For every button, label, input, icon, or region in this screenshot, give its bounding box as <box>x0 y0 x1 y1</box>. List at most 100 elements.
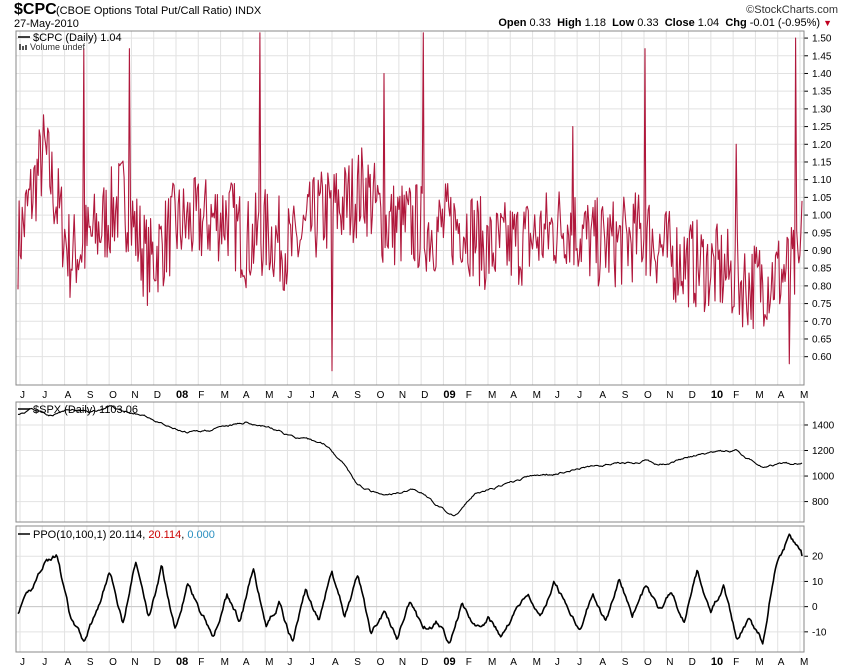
x-tick-label: N <box>399 390 406 401</box>
y-tick-label: 1.35 <box>812 87 832 98</box>
x-tick-label: A <box>243 657 250 668</box>
y-tick-label: 1.05 <box>812 193 832 204</box>
x-tick-label: O <box>644 657 652 668</box>
high-label: High <box>557 17 582 29</box>
cpc-legend-text: $CPC (Daily) 1.04 <box>33 32 122 44</box>
volume-icon <box>25 45 27 50</box>
x-tick-label: O <box>377 390 385 401</box>
x-tick-label: 08 <box>176 389 188 401</box>
chg-label: Chg <box>725 17 747 29</box>
x-tick-label: M <box>800 657 808 668</box>
x-tick-label: F <box>198 657 204 668</box>
x-tick-label: F <box>733 657 739 668</box>
y-tick-label: 1000 <box>812 472 835 483</box>
panel-frame <box>15 525 805 653</box>
x-tick-label: 08 <box>176 656 188 668</box>
low-value: 0.33 <box>637 17 659 29</box>
series-line <box>17 32 803 372</box>
close-value: 1.04 <box>697 17 720 29</box>
chart-date: 27-May-2010 <box>14 18 79 30</box>
y-tick-label: -10 <box>812 627 827 638</box>
ppo-hist-value: 0.000 <box>187 529 215 541</box>
x-tick-label: D <box>421 657 428 668</box>
x-tick-label: N <box>131 390 138 401</box>
x-tick-label: M <box>533 390 541 401</box>
x-tick-label: D <box>421 390 428 401</box>
panel-0: 1.50 1.45 1.40 1.35 1.30 1.25 1.20 1.15 1.10 1.05… <box>15 30 832 386</box>
y-tick-label: 800 <box>812 497 829 508</box>
y-tick-label: 1.45 <box>812 51 832 62</box>
x-tick-label: F <box>466 390 472 401</box>
ppo-value: PPO(10,100,1) 20.114, <box>33 529 148 541</box>
y-tick-label: 0.80 <box>812 281 832 292</box>
x-tick-label: M <box>488 657 496 668</box>
x-tick-label: J <box>555 657 560 668</box>
x-tick-label: S <box>354 657 361 668</box>
x-tick-label: F <box>198 390 204 401</box>
x-tick-label: J <box>577 657 582 668</box>
y-tick-label: 0.90 <box>812 246 832 257</box>
x-tick-label: D <box>689 390 696 401</box>
x-tick-label: O <box>109 390 117 401</box>
chg-value: -0.01 (-0.95%) <box>749 17 821 29</box>
x-tick-label: S <box>87 657 94 668</box>
y-tick-label: 20 <box>812 552 824 563</box>
y-tick-label: 0.75 <box>812 299 832 310</box>
x-tick-label: 09 <box>443 656 455 668</box>
x-tick-label: M <box>755 657 763 668</box>
symbol-name: (CBOE Options Total Put/Call Ratio) INDX <box>56 5 261 17</box>
x-tick-label: S <box>622 390 629 401</box>
stockcharts-logo[interactable]: ©StockCharts.com <box>746 4 838 16</box>
y-tick-label: 1.40 <box>812 69 832 80</box>
x-tick-label: J <box>20 657 25 668</box>
panel-1: 1400 1200 1000 800 <box>15 401 835 523</box>
volume-legend-text: Volume undef <box>30 42 86 52</box>
y-tick-label: 0.95 <box>812 228 832 239</box>
open-value: 0.33 <box>529 17 551 29</box>
x-tick-label: A <box>599 657 606 668</box>
y-tick-label: 0.60 <box>812 352 832 363</box>
ppo-legend-text: PPO(10,100,1) 20.114, 20.114, 0.000 <box>33 529 215 541</box>
x-tick-label: 10 <box>711 389 723 401</box>
x-tick-label: D <box>154 390 161 401</box>
y-tick-label: 1200 <box>812 446 835 457</box>
ppo-signal-value: 20.114 <box>148 529 181 541</box>
y-tick-label: 1400 <box>812 420 835 431</box>
x-tick-label: A <box>65 390 72 401</box>
x-tick-label: D <box>689 657 696 668</box>
y-tick-label: 1.10 <box>812 175 832 186</box>
spx-legend: $SPX (Daily) 1103.06 <box>18 404 138 416</box>
close-label: Close <box>664 17 695 29</box>
exchange-label: INDX <box>234 5 262 17</box>
x-tick-label: O <box>377 657 385 668</box>
symbol-title: $CPC <box>14 1 57 18</box>
x-tick-label: J <box>577 390 582 401</box>
y-tick-label: 0.65 <box>812 334 832 345</box>
x-tick-label: S <box>354 390 361 401</box>
x-tick-label: J <box>42 657 47 668</box>
x-tick-label: M <box>533 657 541 668</box>
symbol-description: (CBOE Options Total Put/Call Ratio) <box>56 5 232 17</box>
y-tick-label: 1.50 <box>812 34 832 45</box>
series-line <box>17 533 803 645</box>
x-tick-label: A <box>243 390 250 401</box>
high-value: 1.18 <box>584 17 606 29</box>
y-tick-label: 10 <box>812 577 824 588</box>
x-tick-label: N <box>399 657 406 668</box>
ppo-separator: , <box>181 529 187 541</box>
x-tick-label: A <box>332 657 339 668</box>
down-arrow-icon: ▼ <box>823 18 832 28</box>
x-tick-label: N <box>666 657 673 668</box>
x-tick-label: A <box>599 390 606 401</box>
x-tick-label: M <box>755 390 763 401</box>
x-tick-label: F <box>466 657 472 668</box>
x-tick-label: J <box>287 390 292 401</box>
y-tick-label: 0.85 <box>812 264 832 275</box>
x-tick-label: S <box>622 657 629 668</box>
x-tick-label: M <box>265 657 273 668</box>
ppo-legend: PPO(10,100,1) 20.114, 20.114, 0.000 <box>18 529 215 541</box>
x-tick-label: N <box>131 657 138 668</box>
y-tick-label: 1.20 <box>812 140 832 151</box>
